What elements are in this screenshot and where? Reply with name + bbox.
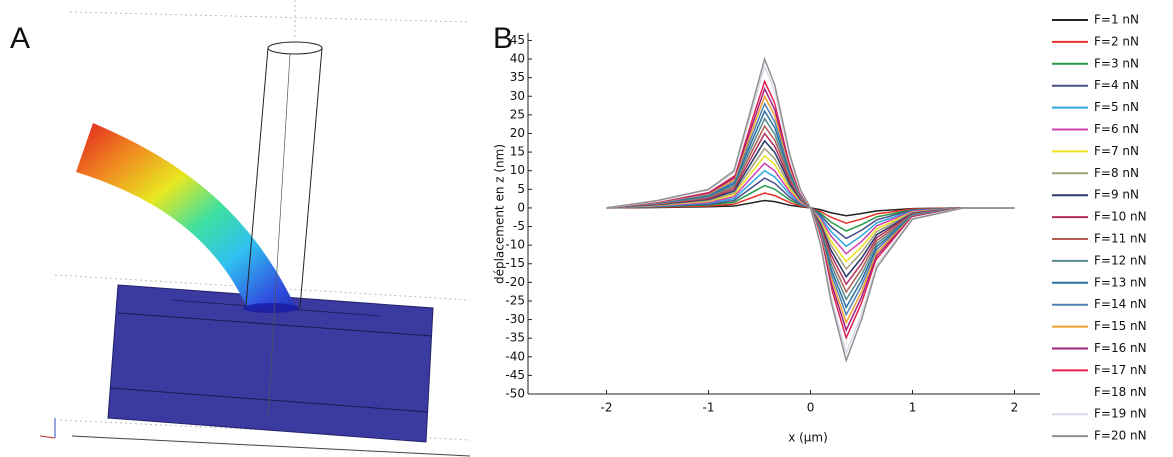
panel-a-render (39, 0, 471, 457)
y-tick-label: 25 (510, 107, 525, 121)
legend-label: F=13 nN (1094, 275, 1147, 289)
legend-label: F=15 nN (1094, 319, 1147, 333)
legend-label: F=6 nN (1094, 122, 1139, 136)
y-tick-label: 15 (510, 145, 525, 159)
y-tick-label: -15 (505, 256, 525, 270)
y-tick-label: -40 (505, 349, 525, 363)
legend-label: F=9 nN (1094, 188, 1139, 202)
y-tick-label: -10 (505, 238, 525, 252)
panel-label: B (493, 22, 513, 55)
y-tick-label: -25 (505, 293, 525, 307)
legend-label: F=7 nN (1094, 144, 1139, 158)
y-tick-label: 30 (510, 89, 525, 103)
legend-label: F=17 nN (1094, 363, 1147, 377)
y-tick-label: -35 (505, 331, 525, 345)
y-tick-label: 10 (510, 163, 525, 177)
legend-label: F=8 nN (1094, 166, 1139, 180)
legend-label: F=3 nN (1094, 56, 1139, 70)
y-tick-label: 35 (510, 70, 525, 84)
legend-label: F=1 nN (1094, 13, 1139, 27)
legend-label: F=4 nN (1094, 78, 1139, 92)
y-tick-label: 45 (510, 33, 525, 47)
legend-label: F=16 nN (1094, 341, 1147, 355)
x-tick-label: -1 (703, 401, 715, 415)
legend-label: F=10 nN (1094, 210, 1147, 224)
y-tick-label: -50 (505, 387, 525, 401)
x-tick-label: 1 (909, 401, 917, 415)
x-tick-label: 0 (807, 401, 815, 415)
y-tick-label: -30 (505, 312, 525, 326)
x-tick-label: 2 (1011, 401, 1019, 415)
x-axis-label: x (µm) (788, 431, 828, 445)
y-tick-label: 40 (510, 52, 525, 66)
legend-label: F=14 nN (1094, 297, 1147, 311)
y-tick-label: -20 (505, 275, 525, 289)
legend-label: F=5 nN (1094, 100, 1139, 114)
legend-label: F=20 nN (1094, 429, 1147, 443)
y-tick-label: 20 (510, 126, 525, 140)
y-axis-label: déplacement en z (nm) (493, 144, 507, 284)
y-tick-label: 0 (517, 200, 525, 214)
legend-label: F=11 nN (1094, 232, 1147, 246)
y-tick-label: -5 (513, 219, 525, 233)
y-tick-label: 5 (517, 182, 525, 196)
legend-label: F=19 nN (1094, 407, 1147, 421)
legend-label: F=2 nN (1094, 34, 1139, 48)
panel-label: A (10, 22, 30, 55)
legend-label: F=12 nN (1094, 253, 1147, 267)
legend-label: F=18 nN (1094, 385, 1147, 399)
series-line (606, 56, 1015, 364)
y-tick-label: -45 (505, 368, 525, 382)
x-tick-label: -2 (601, 401, 613, 415)
